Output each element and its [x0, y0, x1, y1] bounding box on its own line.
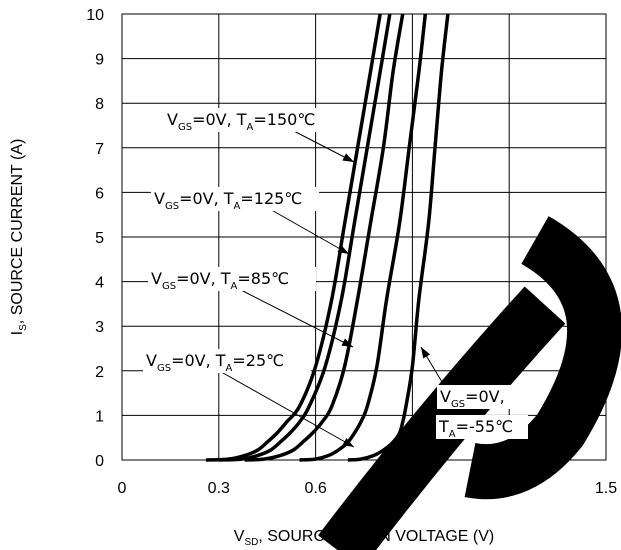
annotation-bg: [164, 108, 332, 132]
x-tick-label: 0.9: [401, 480, 423, 497]
y-tick-labels: 0 1 2 3 4 5 6 7 8 9 10: [86, 7, 104, 470]
series-line-150c: [205, 13, 382, 462]
annotation-arrowhead: [342, 438, 354, 447]
annotation-label: TA=-55℃: [438, 417, 513, 440]
y-tick-label: 1: [95, 408, 104, 425]
annotation-label: VGS=0V, TA=125℃: [154, 189, 302, 212]
series-line-25c: [299, 13, 428, 462]
arrows: [215, 127, 449, 448]
annotation-label: VGS=0V, TA=25℃: [146, 351, 284, 374]
y-tick-label: 7: [95, 141, 104, 158]
grid: [121, 13, 607, 461]
y-tick-label: 6: [95, 185, 104, 202]
x-tick-labels: 0 0.3 0.6 0.9 1.2 1.5: [118, 480, 618, 497]
annotation-bg: [148, 267, 316, 291]
annotation-bg: [437, 385, 529, 409]
y-tick-label: 10: [86, 7, 104, 24]
annotation-arrow: [215, 368, 355, 448]
x-tick-label: 1.5: [595, 480, 617, 497]
x-tick-label: 0.3: [208, 480, 230, 497]
annotation-bg: [143, 349, 311, 373]
y-tick-label: 3: [95, 319, 104, 336]
annotation-arrowhead: [421, 347, 431, 359]
annotation-arrow: [287, 127, 355, 163]
annotation-bg: [151, 187, 319, 211]
y-tick-label: 4: [95, 275, 104, 292]
y-axis-title: IS, SOURCE CURRENT (A): [9, 139, 29, 336]
annotation-arrow: [267, 207, 350, 255]
annotation-label: VGS=0V, TA=85℃: [151, 269, 289, 292]
y-tick-label: 5: [95, 230, 104, 247]
series-group: [205, 13, 450, 462]
y-tick-label: 0: [95, 453, 104, 470]
series-line-85c: [244, 13, 405, 462]
y-tick-label: 8: [95, 96, 104, 113]
annotation-arrowhead: [342, 153, 354, 162]
annotation-label: VGS=0V,: [440, 387, 505, 410]
annotation-arrowhead: [337, 245, 349, 254]
x-tick-label: 0.6: [304, 480, 326, 497]
annotation-label: VGS=0V, TA=150℃: [167, 110, 315, 133]
annotation-arrowhead: [341, 338, 353, 347]
x-tick-label: 0: [118, 480, 127, 497]
x-axis-title: VSD, SOURCE-DRAIN VOLTAGE (V): [234, 528, 494, 548]
y-tick-label: 2: [95, 364, 104, 381]
annotation-bg: [436, 415, 528, 439]
y-tick-label: 9: [95, 52, 104, 69]
series-line-neg55c: [347, 13, 450, 462]
annotations: VGS=0V, TA=150℃ VGS=0V, TA=125℃ VGS=0V, TA…: [143, 108, 529, 440]
series-line-125c: [218, 13, 392, 462]
annotation-arrow: [236, 287, 354, 348]
x-tick-label: 1.2: [498, 480, 520, 497]
watermark-arc: [464, 216, 621, 500]
